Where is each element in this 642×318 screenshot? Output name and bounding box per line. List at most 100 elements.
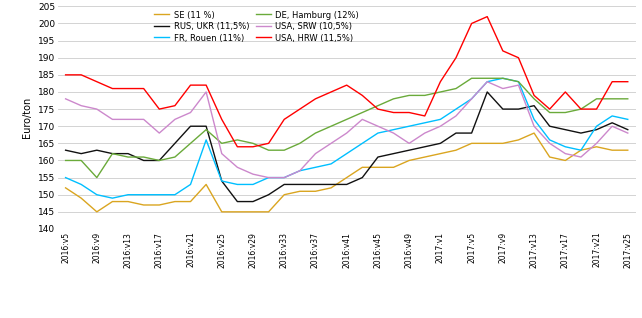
USA, SRW (10,5%) — [187, 111, 195, 114]
USA, HRW (11,5%) — [546, 107, 553, 111]
DE, Hamburg (12%) — [62, 159, 69, 162]
USA, HRW (11,5%) — [562, 90, 569, 94]
USA, SRW (10,5%) — [530, 124, 538, 128]
USA, SRW (10,5%) — [327, 142, 335, 145]
USA, SRW (10,5%) — [281, 176, 288, 179]
RUS, UKR (11,5%) — [93, 148, 101, 152]
USA, SRW (10,5%) — [452, 114, 460, 118]
FR, Rouen (11%) — [390, 128, 397, 132]
SE (11 %) — [624, 148, 632, 152]
RUS, UKR (11,5%) — [77, 152, 85, 156]
SE (11 %) — [437, 152, 444, 156]
SE (11 %) — [562, 159, 569, 162]
DE, Hamburg (12%) — [327, 124, 335, 128]
USA, HRW (11,5%) — [624, 80, 632, 84]
FR, Rouen (11%) — [577, 148, 585, 152]
USA, SRW (10,5%) — [390, 131, 397, 135]
SE (11 %) — [358, 165, 366, 169]
SE (11 %) — [281, 193, 288, 197]
FR, Rouen (11%) — [93, 193, 101, 197]
USA, SRW (10,5%) — [62, 97, 69, 101]
Legend: SE (11 %), RUS, UKR (11,5%), FR, Rouen (11%), DE, Hamburg (12%), USA, SRW (10,5%: SE (11 %), RUS, UKR (11,5%), FR, Rouen (… — [154, 10, 359, 43]
USA, HRW (11,5%) — [202, 83, 210, 87]
FR, Rouen (11%) — [296, 169, 304, 173]
FR, Rouen (11%) — [624, 117, 632, 121]
USA, HRW (11,5%) — [124, 86, 132, 90]
USA, HRW (11,5%) — [515, 56, 523, 60]
FR, Rouen (11%) — [562, 145, 569, 149]
DE, Hamburg (12%) — [77, 159, 85, 162]
RUS, UKR (11,5%) — [515, 107, 523, 111]
FR, Rouen (11%) — [234, 183, 241, 186]
DE, Hamburg (12%) — [296, 142, 304, 145]
USA, HRW (11,5%) — [265, 142, 272, 145]
DE, Hamburg (12%) — [515, 80, 523, 84]
SE (11 %) — [468, 142, 476, 145]
USA, SRW (10,5%) — [249, 172, 257, 176]
USA, HRW (11,5%) — [108, 86, 116, 90]
USA, HRW (11,5%) — [421, 114, 429, 118]
SE (11 %) — [108, 200, 116, 204]
DE, Hamburg (12%) — [311, 131, 319, 135]
FR, Rouen (11%) — [343, 152, 351, 156]
USA, SRW (10,5%) — [108, 117, 116, 121]
USA, HRW (11,5%) — [140, 86, 148, 90]
SE (11 %) — [155, 203, 163, 207]
USA, HRW (11,5%) — [281, 117, 288, 121]
USA, HRW (11,5%) — [77, 73, 85, 77]
FR, Rouen (11%) — [124, 193, 132, 197]
USA, HRW (11,5%) — [577, 107, 585, 111]
DE, Hamburg (12%) — [577, 107, 585, 111]
USA, HRW (11,5%) — [499, 49, 507, 53]
FR, Rouen (11%) — [609, 114, 616, 118]
SE (11 %) — [530, 131, 538, 135]
SE (11 %) — [515, 138, 523, 142]
FR, Rouen (11%) — [202, 138, 210, 142]
RUS, UKR (11,5%) — [343, 183, 351, 186]
USA, HRW (11,5%) — [609, 80, 616, 84]
SE (11 %) — [327, 186, 335, 190]
RUS, UKR (11,5%) — [327, 183, 335, 186]
DE, Hamburg (12%) — [624, 97, 632, 101]
USA, SRW (10,5%) — [140, 117, 148, 121]
RUS, UKR (11,5%) — [281, 183, 288, 186]
USA, SRW (10,5%) — [499, 86, 507, 90]
RUS, UKR (11,5%) — [358, 176, 366, 179]
SE (11 %) — [577, 148, 585, 152]
RUS, UKR (11,5%) — [499, 107, 507, 111]
RUS, UKR (11,5%) — [390, 152, 397, 156]
DE, Hamburg (12%) — [343, 117, 351, 121]
DE, Hamburg (12%) — [358, 111, 366, 114]
USA, SRW (10,5%) — [358, 117, 366, 121]
FR, Rouen (11%) — [171, 193, 178, 197]
FR, Rouen (11%) — [374, 131, 382, 135]
RUS, UKR (11,5%) — [171, 142, 178, 145]
USA, HRW (11,5%) — [593, 107, 600, 111]
USA, HRW (11,5%) — [218, 117, 225, 121]
SE (11 %) — [311, 190, 319, 193]
RUS, UKR (11,5%) — [296, 183, 304, 186]
RUS, UKR (11,5%) — [187, 124, 195, 128]
FR, Rouen (11%) — [358, 142, 366, 145]
RUS, UKR (11,5%) — [530, 104, 538, 107]
DE, Hamburg (12%) — [155, 159, 163, 162]
FR, Rouen (11%) — [218, 179, 225, 183]
SE (11 %) — [249, 210, 257, 214]
DE, Hamburg (12%) — [187, 142, 195, 145]
RUS, UKR (11,5%) — [140, 159, 148, 162]
USA, HRW (11,5%) — [311, 97, 319, 101]
USA, SRW (10,5%) — [265, 176, 272, 179]
FR, Rouen (11%) — [405, 124, 413, 128]
RUS, UKR (11,5%) — [218, 179, 225, 183]
USA, SRW (10,5%) — [624, 131, 632, 135]
FR, Rouen (11%) — [468, 97, 476, 101]
RUS, UKR (11,5%) — [483, 90, 491, 94]
RUS, UKR (11,5%) — [421, 145, 429, 149]
DE, Hamburg (12%) — [609, 97, 616, 101]
USA, SRW (10,5%) — [468, 97, 476, 101]
USA, HRW (11,5%) — [374, 107, 382, 111]
RUS, UKR (11,5%) — [546, 124, 553, 128]
USA, HRW (11,5%) — [452, 56, 460, 60]
USA, SRW (10,5%) — [546, 142, 553, 145]
SE (11 %) — [187, 200, 195, 204]
